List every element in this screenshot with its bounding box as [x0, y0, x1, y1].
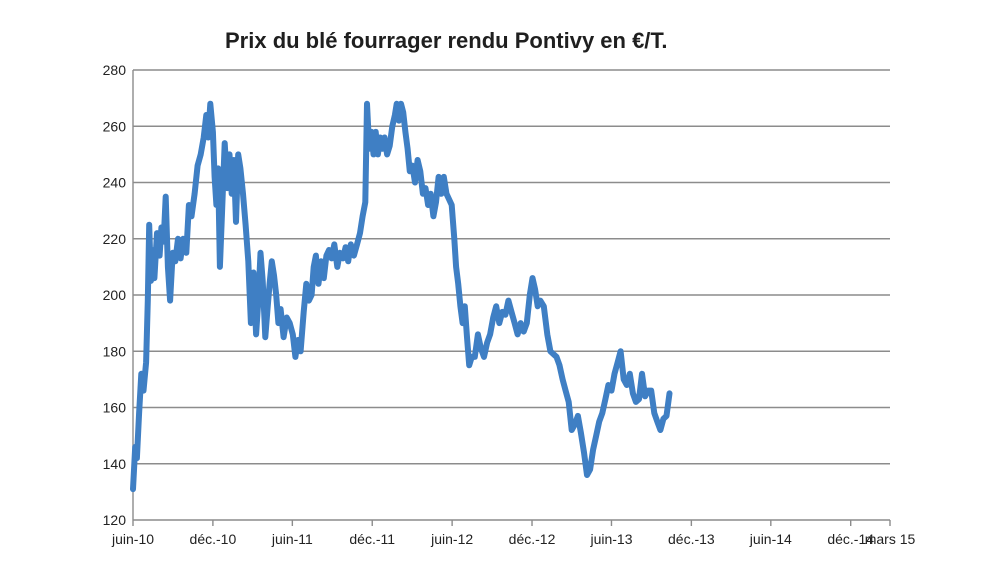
y-tick-label: 140 [103, 456, 127, 472]
x-tick-label: déc.-12 [509, 531, 556, 547]
x-tick-label: déc.-14 [827, 531, 874, 547]
y-tick-label: 220 [103, 231, 127, 247]
series-line-0 [130, 100, 673, 493]
x-tick-label: déc.-10 [190, 531, 237, 547]
x-tick-label: juin-14 [749, 531, 792, 547]
y-tick-label: 240 [103, 175, 127, 191]
x-tick-label: mars 15 [865, 531, 916, 547]
y-tick-label: 120 [103, 512, 127, 528]
y-tick-label: 160 [103, 400, 127, 416]
x-tick-label: juin-13 [589, 531, 632, 547]
y-tick-label: 260 [103, 118, 127, 134]
y-tick-label: 200 [103, 287, 127, 303]
y-tick-label: 280 [103, 62, 127, 78]
x-tick-label: juin-12 [430, 531, 473, 547]
x-tick-label: juin-10 [111, 531, 154, 547]
chart-title: Prix du blé fourrager rendu Pontivy en €… [225, 28, 668, 53]
x-tick-label: déc.-11 [349, 531, 395, 547]
x-tick-label: déc.-13 [668, 531, 715, 547]
x-tick-label: juin-11 [271, 531, 313, 547]
y-tick-label: 180 [103, 343, 127, 359]
